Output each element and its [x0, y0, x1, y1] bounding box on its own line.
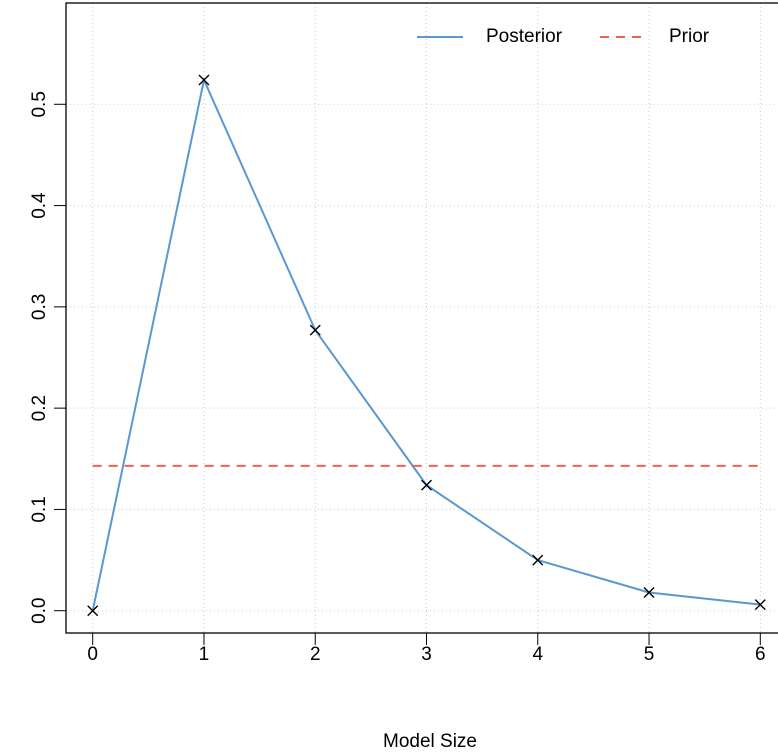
marker — [643, 586, 655, 598]
x-tick-label: 5 — [644, 644, 655, 665]
x-tick-label: 3 — [421, 644, 432, 665]
y-tick-label: 0.2 — [29, 395, 50, 421]
marker — [309, 324, 321, 336]
x-axis-label: Model Size — [383, 731, 477, 752]
plot-frame — [65, 2, 778, 634]
x-tick-label: 4 — [532, 644, 543, 665]
y-tick-label: 0.5 — [29, 91, 50, 117]
y-tick-label: 0.3 — [29, 294, 50, 320]
marker — [198, 74, 210, 86]
x-tick-label: 1 — [199, 644, 210, 665]
y-tick-label: 0.1 — [29, 496, 50, 522]
y-tick-label: 0.0 — [29, 598, 50, 624]
marker — [421, 479, 432, 491]
x-tick-label: 2 — [310, 644, 321, 665]
y-tick-label: 0.4 — [29, 192, 50, 219]
x-tick-label: 6 — [755, 644, 766, 665]
marker — [754, 599, 766, 611]
marker — [532, 554, 544, 566]
legend-label: Posterior — [486, 26, 563, 47]
marker — [87, 605, 99, 617]
legend-label: Prior — [669, 26, 710, 47]
x-tick-label: 0 — [87, 644, 98, 665]
